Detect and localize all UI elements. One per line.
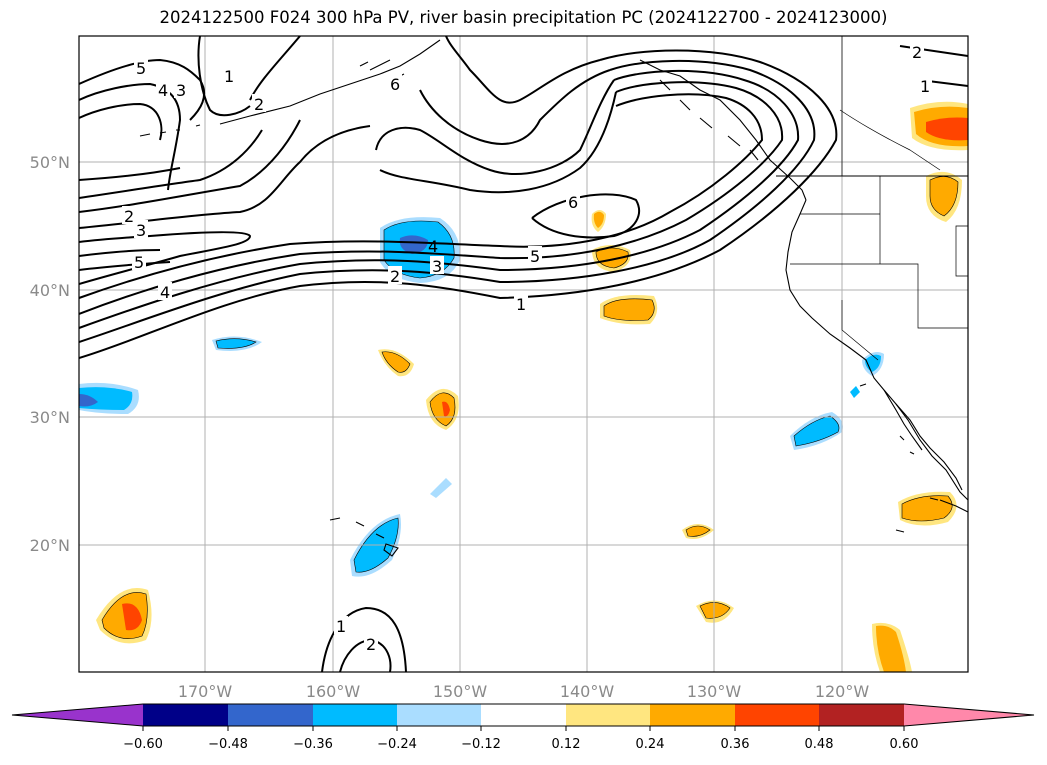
colorbar-over-arrow bbox=[904, 704, 1034, 726]
lon-label: 150°W bbox=[433, 682, 488, 701]
lon-label: 140°W bbox=[560, 682, 615, 701]
colorbar-tick-label: −0.12 bbox=[461, 737, 501, 752]
colorbar-tick-label: 0.24 bbox=[636, 737, 665, 752]
contour-label: 2 bbox=[366, 635, 376, 654]
contour-label: 2 bbox=[390, 267, 400, 286]
contour-label: 3 bbox=[136, 221, 146, 240]
colorbar-tick-label: −0.60 bbox=[123, 737, 163, 752]
colorbar-under-arrow bbox=[12, 704, 143, 726]
contour-label: 4 bbox=[158, 81, 168, 100]
lat-label: 40°N bbox=[30, 281, 70, 300]
latitude-labels: 50°N 40°N 30°N 20°N bbox=[30, 153, 70, 555]
contour-label: 1 bbox=[224, 67, 234, 86]
lat-label: 30°N bbox=[30, 408, 70, 427]
contour-label: 3 bbox=[176, 81, 186, 100]
lon-label: 120°W bbox=[815, 682, 870, 701]
contour-label: 4 bbox=[160, 283, 170, 302]
colorbar-segment bbox=[397, 704, 481, 726]
colorbar-segment bbox=[228, 704, 313, 726]
colorbar-segment bbox=[650, 704, 735, 726]
colorbar-tick-label: −0.48 bbox=[208, 737, 248, 752]
pv-contours bbox=[79, 36, 968, 672]
contour-label: 5 bbox=[136, 59, 146, 78]
contour-label: 5 bbox=[134, 253, 144, 272]
colorbar-tick-label: 0.12 bbox=[552, 737, 581, 752]
contour-label: 1 bbox=[920, 77, 930, 96]
contour-label: 4 bbox=[428, 237, 438, 256]
contour-label: 2 bbox=[912, 43, 922, 62]
lon-label: 130°W bbox=[687, 682, 742, 701]
contour-label: 1 bbox=[516, 295, 526, 314]
contour-label: 5 bbox=[530, 247, 540, 266]
coastlines bbox=[139, 36, 968, 557]
contour-label: 2 bbox=[254, 95, 264, 114]
lon-label: 170°W bbox=[178, 682, 233, 701]
lat-label: 20°N bbox=[30, 536, 70, 555]
map-area bbox=[79, 36, 968, 672]
colorbar-segment bbox=[819, 704, 904, 726]
colorbar-segment bbox=[143, 704, 228, 726]
contour-label: 1 bbox=[336, 617, 346, 636]
map-frame bbox=[78, 35, 969, 673]
graticule bbox=[79, 36, 968, 672]
colorbar-tick-label: −0.36 bbox=[293, 737, 333, 752]
lon-label: 160°W bbox=[306, 682, 361, 701]
colorbar-segment bbox=[481, 704, 566, 726]
colorbar-tick-label: 0.60 bbox=[890, 737, 919, 752]
contour-label: 2 bbox=[124, 207, 134, 226]
colorbar-segment bbox=[735, 704, 819, 726]
contour-label: 3 bbox=[432, 257, 442, 276]
colorbar: −0.60 −0.48 −0.36 −0.24 −0.12 0.12 0.24 … bbox=[11, 703, 1035, 752]
longitude-labels: 170°W 160°W 150°W 140°W 130°W 120°W bbox=[178, 682, 870, 701]
pv-contour-labels: 5 4 3 2 1 6 2 3 5 4 2 3 4 6 5 1 2 1 1 2 bbox=[122, 42, 932, 654]
map-title: 2024122500 F024 300 hPa PV, river basin … bbox=[159, 8, 888, 27]
colorbar-tick-label: 0.48 bbox=[805, 737, 834, 752]
contour-label: 6 bbox=[390, 75, 400, 94]
colorbar-tick-label: 0.36 bbox=[721, 737, 750, 752]
colorbar-tick-label: −0.24 bbox=[377, 737, 417, 752]
colorbar-segment bbox=[313, 704, 397, 726]
contour-label: 6 bbox=[568, 193, 578, 212]
lat-label: 50°N bbox=[30, 153, 70, 172]
colorbar-segment bbox=[566, 704, 650, 726]
